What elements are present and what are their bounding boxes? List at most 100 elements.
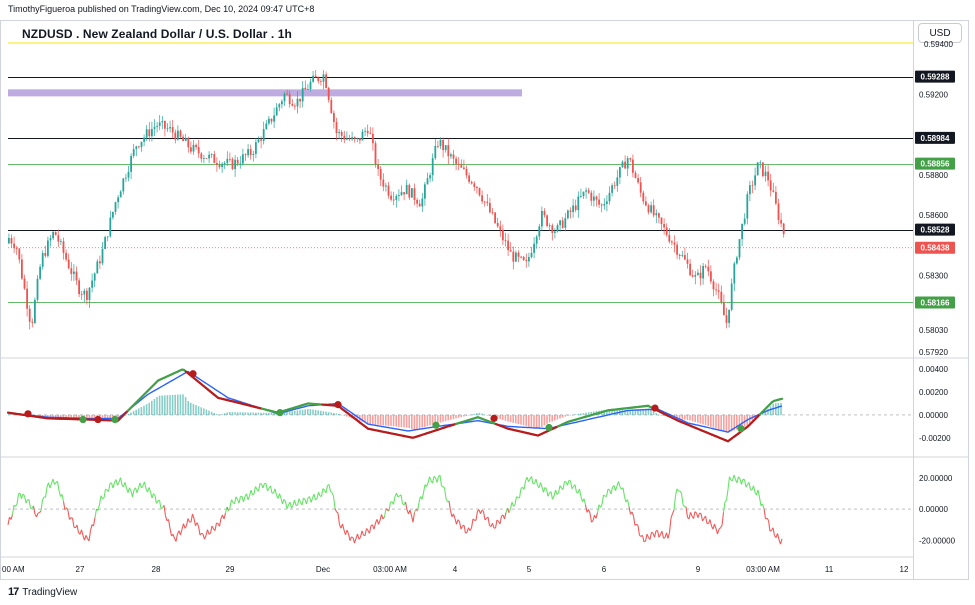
macd-histogram-bar — [704, 414, 707, 426]
candle-body — [309, 81, 312, 90]
macd-histogram-bar — [195, 405, 197, 415]
macd-histogram-bar — [307, 409, 309, 415]
macd-histogram-bar — [348, 414, 351, 418]
price-tick-label: 0.59200 — [919, 90, 948, 99]
oscillator-line — [769, 529, 772, 532]
oscillator-line — [469, 527, 472, 531]
oscillator-line — [336, 511, 339, 514]
macd-histogram-bar — [650, 409, 652, 415]
macd-histogram-bar — [538, 414, 540, 429]
oscillator-line — [544, 487, 547, 490]
oscillator-line — [463, 525, 467, 534]
oscillator-line — [175, 533, 179, 542]
macd-histogram-bar — [387, 414, 390, 426]
oscillator-line — [433, 475, 436, 479]
oscillator-line — [83, 535, 87, 541]
oscillator-line — [523, 480, 527, 490]
candle-body — [463, 167, 465, 169]
macd-histogram-bar — [712, 414, 715, 428]
currency-button[interactable]: USD — [918, 23, 962, 43]
macd-histogram-bar — [78, 414, 80, 418]
macd-histogram-bar — [647, 408, 650, 415]
macd-histogram-bar — [444, 414, 447, 422]
candle-body — [351, 137, 353, 140]
oscillator-line — [697, 513, 701, 518]
oscillator-line — [733, 474, 737, 480]
oscillator-line — [668, 518, 672, 533]
candle-body — [548, 225, 551, 227]
candle-body — [626, 158, 629, 169]
oscillator-line — [23, 495, 27, 504]
macd-cross-marker — [545, 423, 553, 432]
price-level-tag: 0.58528 — [921, 226, 950, 235]
oscillator-line — [253, 486, 257, 494]
time-tick-label: 6 — [602, 565, 607, 574]
oscillator-line — [179, 529, 183, 536]
macd-histogram-bar — [556, 414, 559, 420]
candle-body — [359, 138, 361, 141]
candle-body — [398, 195, 400, 197]
candle-body — [543, 210, 546, 216]
candle-body — [299, 98, 301, 102]
candle-body — [574, 205, 577, 211]
macd-histogram-bar — [567, 414, 569, 416]
oscillator-line — [32, 505, 36, 515]
macd-histogram-bar — [637, 409, 639, 415]
oscillator-line — [252, 493, 255, 496]
oscillator-line — [330, 490, 333, 493]
macd-histogram-bar — [62, 414, 65, 418]
candle-body — [650, 205, 652, 213]
macd-histogram-bar — [431, 414, 434, 425]
candle-body — [314, 75, 317, 78]
candle-body — [125, 177, 127, 179]
macd-histogram-bar — [408, 414, 410, 429]
oscillator-line — [153, 493, 156, 497]
candle-body — [135, 146, 138, 150]
macd-histogram-bar — [743, 414, 746, 427]
candle-body — [169, 127, 171, 129]
oscillator-line — [539, 482, 543, 488]
macd-histogram-bar — [639, 409, 642, 415]
candle-body — [756, 162, 759, 176]
oscillator-line — [298, 498, 302, 503]
macd-histogram-bar — [13, 414, 15, 416]
candle-body — [642, 192, 645, 202]
macd-histogram-bar — [655, 413, 657, 415]
oscillator-line — [472, 518, 475, 521]
oscillator-line — [709, 519, 713, 527]
oscillator-line — [317, 491, 321, 497]
candle-body — [343, 135, 346, 140]
oscillator-line — [596, 504, 600, 513]
macd-histogram-bar — [223, 413, 226, 415]
macd-histogram-bar — [192, 403, 195, 415]
macd-histogram-bar — [642, 408, 644, 415]
oscillator-line — [193, 518, 197, 526]
oscillator-line — [680, 493, 684, 505]
oscillator-line — [255, 486, 258, 490]
candle-body — [613, 185, 616, 187]
candle-body — [379, 168, 382, 180]
oscillator-line — [364, 528, 368, 536]
candle-body — [80, 294, 83, 295]
oscillator-line — [115, 479, 119, 486]
macd-histogram-bar — [182, 394, 184, 415]
oscillator-line — [395, 492, 399, 498]
oscillator-line — [76, 524, 80, 533]
time-tick-label: 28 — [152, 565, 161, 574]
tradingview-logo[interactable]: 17 TradingView — [8, 586, 77, 598]
macd-histogram-bar — [226, 412, 228, 415]
macd-tick-label: 0.00400 — [919, 365, 948, 374]
macd-histogram-bar — [15, 414, 18, 416]
oscillator-line — [203, 535, 207, 540]
macd-histogram-bar — [520, 414, 522, 425]
oscillator-line — [231, 499, 234, 503]
candle-body — [203, 158, 205, 159]
candle-body — [639, 182, 642, 193]
oscillator-line — [547, 492, 551, 497]
oscillator-line — [428, 476, 432, 481]
price-level-tag-bg — [915, 296, 955, 309]
oscillator-line — [509, 502, 513, 509]
macd-histogram-bar — [174, 394, 176, 415]
candle-body — [364, 130, 366, 132]
